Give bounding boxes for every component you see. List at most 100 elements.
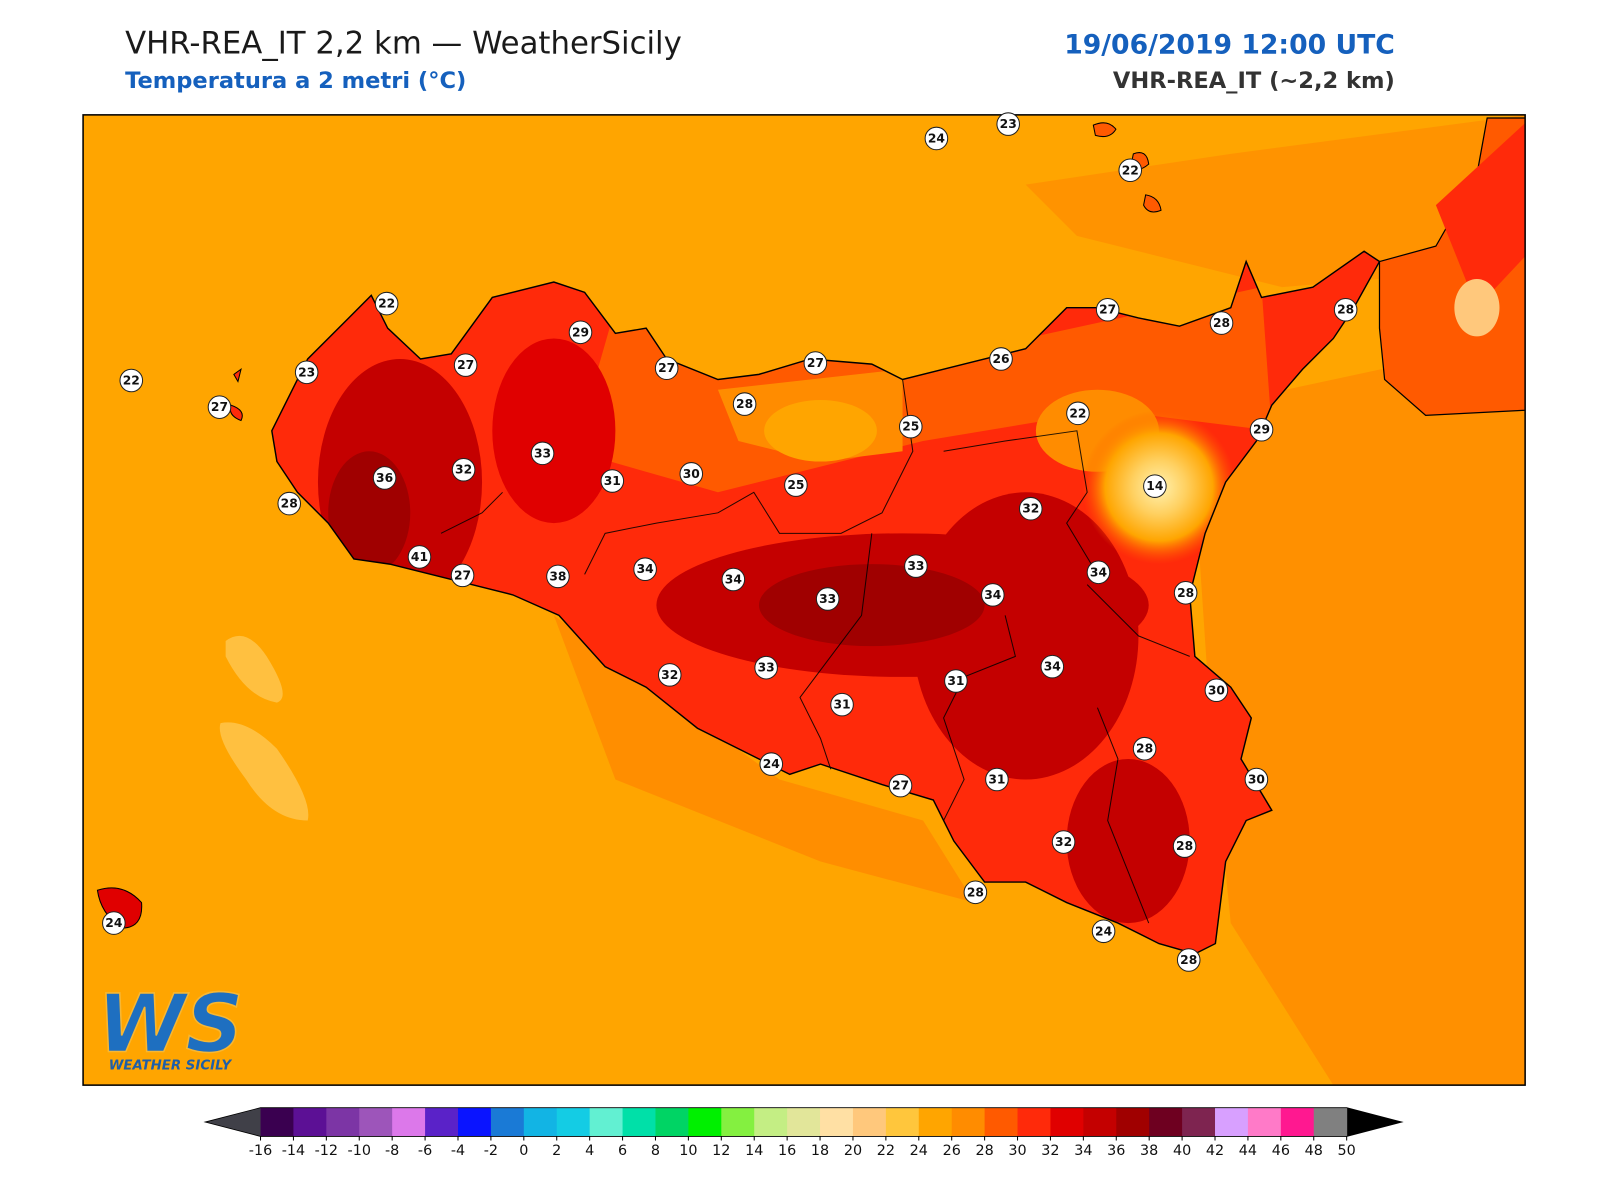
station-value: 32 (1022, 502, 1039, 516)
sea-cool-zone (219, 635, 309, 821)
colorbar: -16 -14 -12 -10 -8 -6 -4 -2 0 2 4 6 8 10 12 14 16 18 20 22 2… (203, 1107, 1404, 1159)
station-value: 24 (763, 757, 780, 771)
sea-warm-zone (553, 615, 975, 903)
colorbar-tick-label: -16 (249, 1143, 272, 1159)
subtitle: Temperatura a 2 metri (°C) (125, 68, 466, 94)
station-value: 25 (902, 420, 919, 434)
colorbar-tick-label: 32 (1041, 1143, 1059, 1159)
colorbar-tick-label: 26 (943, 1143, 961, 1159)
colorbar-box (1313, 1107, 1348, 1137)
colorbar-box (589, 1107, 624, 1137)
model: VHR-REA_IT (~2,2 km) (1113, 68, 1395, 94)
map-frame (82, 114, 1526, 1086)
station-value: 34 (1044, 660, 1061, 674)
colorbar-box (1083, 1107, 1117, 1137)
colorbar-box (655, 1107, 689, 1137)
colorbar-box (787, 1107, 821, 1137)
colorbar-box (556, 1107, 591, 1137)
station-marker (207, 395, 232, 419)
station-value: 41 (411, 550, 428, 564)
station-value: 27 (658, 361, 675, 375)
logo-caption: WEATHER SICILY (109, 1059, 233, 1074)
colorbar-box (852, 1107, 887, 1137)
colorbar-tick-label: 6 (618, 1143, 627, 1159)
colorbar-tick-label: 10 (679, 1143, 697, 1159)
colorbar-tick-label: -10 (348, 1143, 371, 1159)
colorbar-box (260, 1107, 294, 1137)
colorbar-box (1182, 1107, 1216, 1137)
station-marker (1132, 736, 1157, 761)
calabria-mountain (1454, 278, 1500, 337)
station-marker (888, 773, 913, 798)
station-marker (633, 557, 657, 582)
station-value: 28 (1213, 316, 1230, 330)
station-marker (530, 441, 555, 466)
station-value: 14 (1146, 479, 1163, 493)
station-marker (1051, 830, 1076, 854)
station-value: 27 (807, 356, 824, 370)
station-value: 32 (455, 463, 472, 477)
station-marker (1018, 496, 1043, 521)
station-marker (546, 564, 570, 589)
colorbar-box (622, 1107, 656, 1137)
station-marker (102, 911, 126, 935)
colorbar-box (754, 1107, 788, 1137)
colorbar-box (457, 1107, 492, 1137)
station-marker (1204, 678, 1229, 703)
station-value: 30 (1208, 683, 1225, 697)
station-marker (654, 356, 679, 380)
title: VHR-REA_IT 2,2 km — WeatherSicily (125, 25, 682, 61)
station-value: 24 (105, 916, 122, 930)
colorbar-box (392, 1107, 426, 1137)
station-value: 22 (1122, 163, 1139, 177)
colorbar-box (1050, 1107, 1084, 1137)
station-marker (989, 347, 1013, 371)
station-marker (407, 545, 432, 569)
station-value: 22 (123, 374, 140, 388)
station-marker (754, 655, 778, 680)
station-marker (657, 663, 682, 687)
colorbar-tick-label: 14 (745, 1143, 763, 1159)
colorbar-box (1247, 1107, 1282, 1137)
colorbar-tick-label: 0 (519, 1143, 528, 1159)
station-marker (1176, 948, 1201, 972)
station-value: 22 (1069, 406, 1086, 420)
station-value: 27 (211, 400, 228, 414)
station-marker (600, 469, 625, 493)
station-marker (1173, 581, 1198, 605)
station-value: 27 (1099, 303, 1116, 317)
station-marker (453, 353, 478, 377)
calabria-warm (1435, 123, 1526, 308)
station-value: 28 (281, 497, 298, 511)
colorbar-tick-label: 44 (1239, 1143, 1257, 1159)
colorbar-box (721, 1107, 755, 1137)
station-value: 31 (604, 474, 621, 488)
colorbar-tick-label: -12 (315, 1143, 338, 1159)
colorbar-tick-label: 12 (712, 1143, 730, 1159)
colorbar-tick-label: 22 (877, 1143, 895, 1159)
colorbar-box (1280, 1107, 1315, 1137)
colorbar-box (1149, 1107, 1183, 1137)
station-value: 26 (992, 352, 1009, 366)
colorbar-tick-label: 16 (778, 1143, 796, 1159)
station-value: 34 (984, 588, 1001, 602)
colorbar-tick-label: 46 (1272, 1143, 1290, 1159)
station-marker (277, 491, 302, 516)
station-value: 28 (1176, 839, 1193, 853)
station-marker (815, 587, 840, 611)
station-value: 28 (967, 885, 984, 899)
station-marker (119, 368, 144, 393)
station-value: 34 (725, 572, 742, 586)
colorbar-tick-label: 2 (552, 1143, 561, 1159)
station-marker (996, 112, 1020, 136)
station-value: 28 (1177, 586, 1194, 600)
colorbar-tick-label: 4 (585, 1143, 594, 1159)
colorbar-tick-label: 8 (651, 1143, 660, 1159)
colorbar-box (918, 1107, 953, 1137)
station-marker (1333, 297, 1358, 322)
colorbar-tick-label: 24 (910, 1143, 928, 1159)
station-marker (784, 473, 808, 497)
station-value: 32 (1055, 835, 1072, 849)
colorbar-tick-label: -8 (385, 1143, 399, 1159)
